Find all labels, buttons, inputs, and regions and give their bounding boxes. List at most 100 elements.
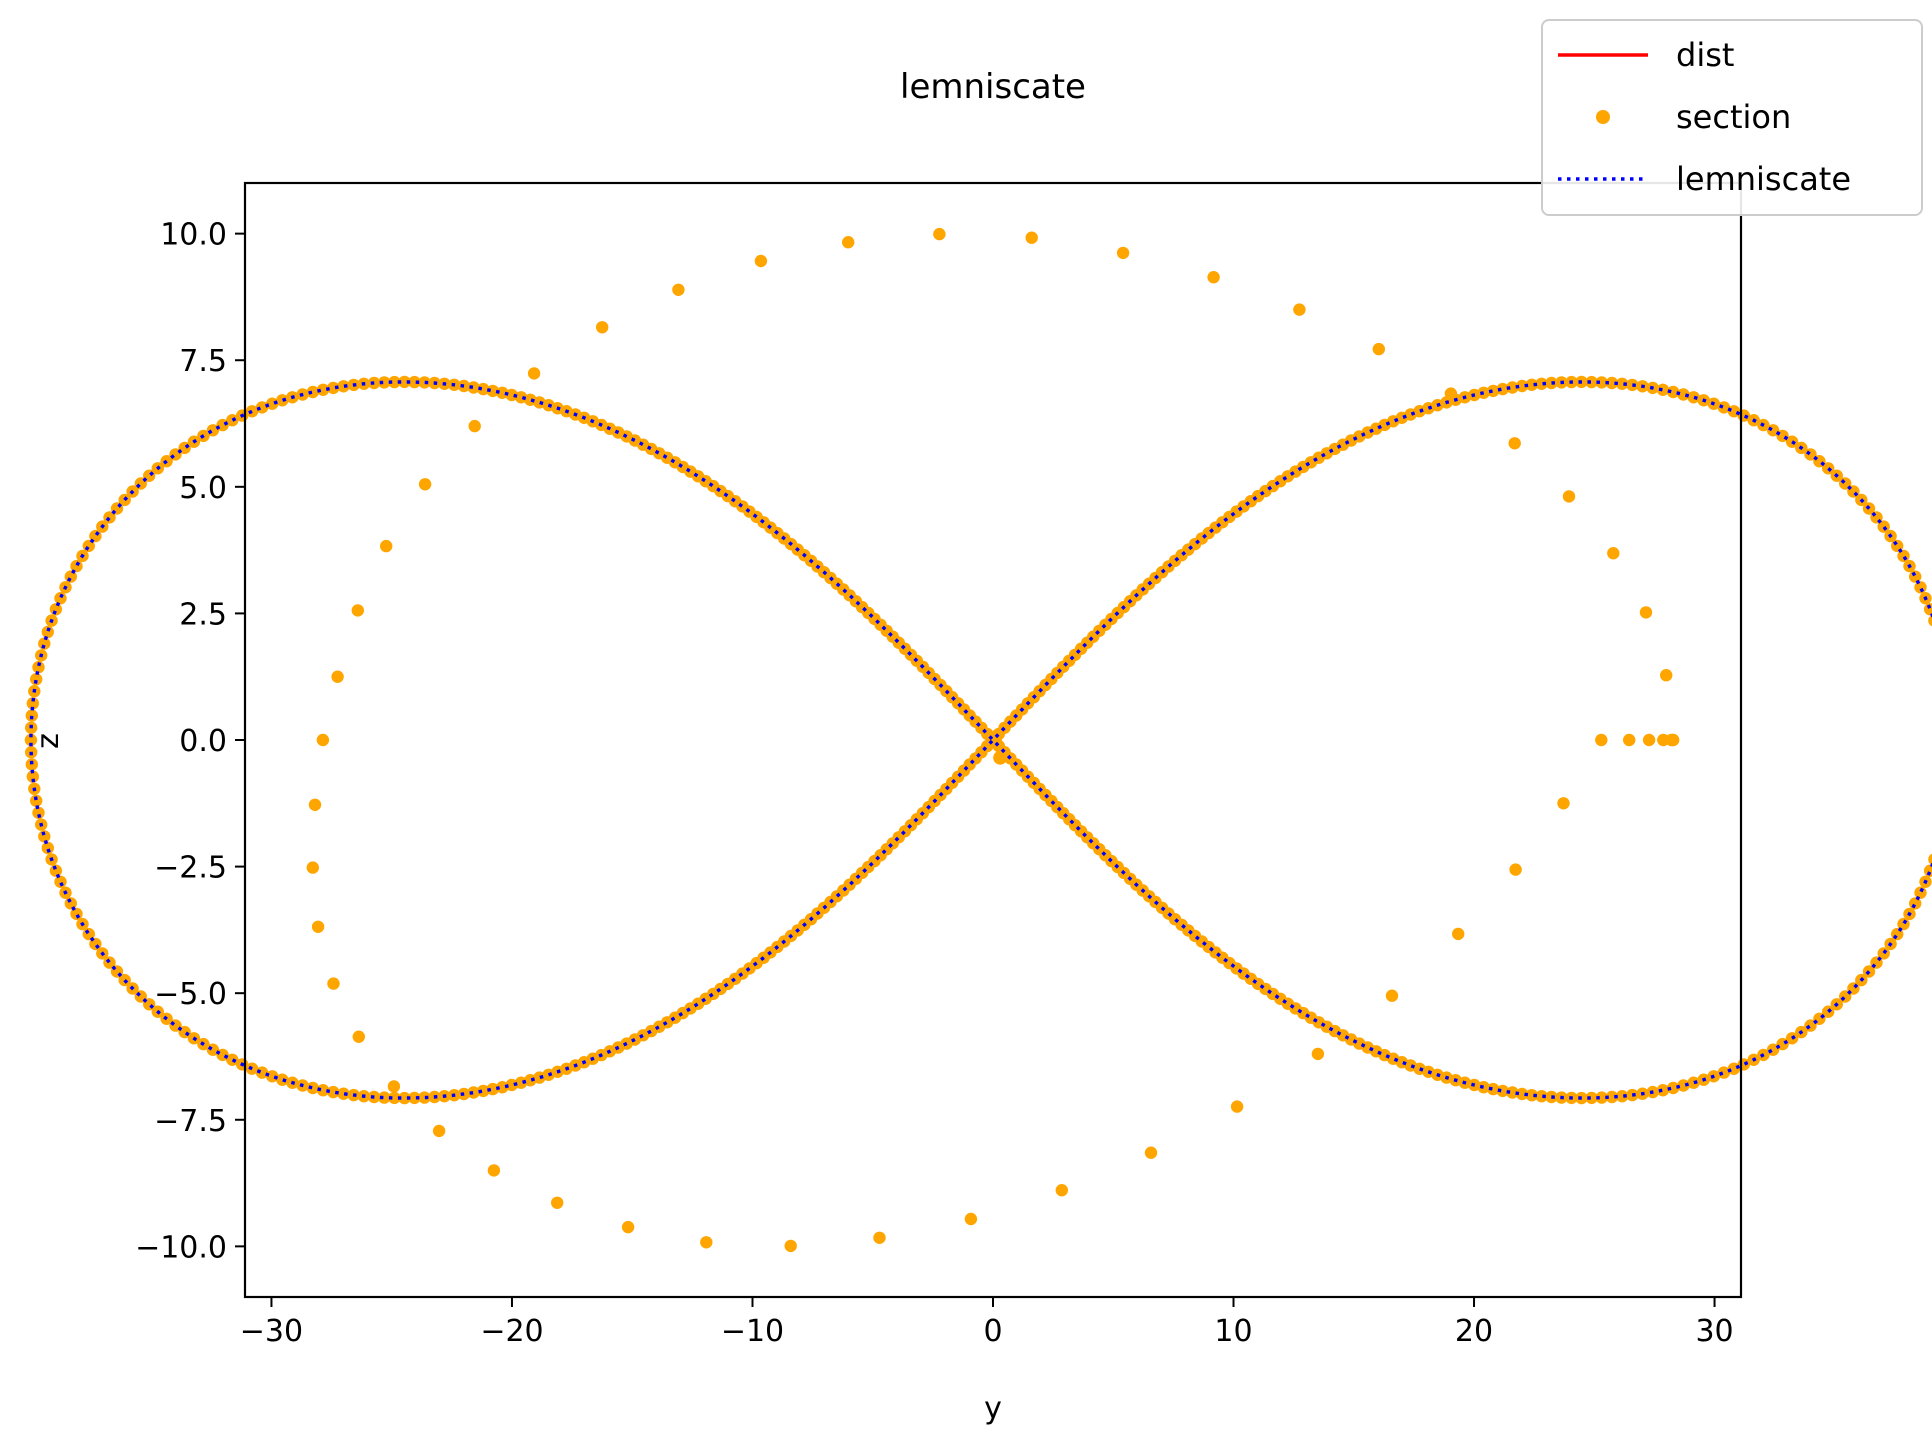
section-point xyxy=(1025,231,1038,244)
section-point xyxy=(621,1220,635,1234)
section-point xyxy=(432,1124,446,1138)
x-tick-label: 20 xyxy=(1455,1314,1493,1349)
section-point xyxy=(1656,383,1670,396)
section-point xyxy=(1595,733,1608,747)
section-point xyxy=(1605,1090,1619,1104)
x-tick-label: 30 xyxy=(1695,1314,1733,1349)
section-point xyxy=(1909,570,1922,583)
section-point xyxy=(418,1091,431,1104)
section-point xyxy=(1642,733,1656,747)
section-point xyxy=(1607,547,1620,560)
section-point xyxy=(255,401,269,414)
section-point xyxy=(467,381,480,394)
section-point xyxy=(754,254,768,268)
section-point xyxy=(1293,303,1306,316)
section-point xyxy=(1615,1090,1629,1103)
x-tick-label: −10 xyxy=(721,1314,784,1349)
section-point xyxy=(49,603,63,616)
section-point xyxy=(1785,435,1799,448)
section-point xyxy=(1677,388,1690,401)
section-point xyxy=(41,625,54,639)
section-point xyxy=(1656,1084,1670,1097)
section-point xyxy=(1665,733,1678,747)
section-point xyxy=(496,1081,509,1094)
section-point xyxy=(1623,733,1636,747)
section-point xyxy=(1487,384,1500,398)
section-point xyxy=(38,830,51,843)
section-point xyxy=(1914,886,1927,899)
section-point xyxy=(378,376,391,389)
section-point xyxy=(378,1091,391,1104)
section-point xyxy=(316,733,330,747)
section-point xyxy=(1385,989,1399,1002)
section-point xyxy=(226,1053,239,1067)
section-point xyxy=(1452,927,1465,941)
section-point xyxy=(1585,375,1598,389)
section-point xyxy=(1639,606,1653,619)
y-tick-label: 2.5 xyxy=(179,597,227,632)
section-point xyxy=(1535,1090,1548,1103)
section-point xyxy=(1509,863,1522,876)
section-point xyxy=(103,511,116,524)
section-point xyxy=(1687,1076,1700,1089)
section-point xyxy=(64,570,78,583)
section-point xyxy=(1615,377,1629,390)
section-point xyxy=(514,1076,528,1089)
section-point xyxy=(1877,520,1890,533)
section-point xyxy=(1535,377,1548,390)
section-point xyxy=(70,907,83,921)
section-point xyxy=(1487,1082,1500,1096)
y-tick-label: −2.5 xyxy=(154,851,227,886)
section-point xyxy=(1055,1184,1069,1197)
legend-label: dist xyxy=(1676,36,1734,74)
section-point xyxy=(1444,387,1458,400)
y-tick-label: 7.5 xyxy=(179,344,227,379)
section-point xyxy=(700,1236,713,1249)
section-point xyxy=(1660,669,1673,682)
y-axis-ticks: −10.0 −7.5 −5.0 −2.5 0.0 2.5 5.0 7.5 10.0 xyxy=(135,218,245,1265)
section-point xyxy=(1585,1091,1598,1105)
section-point xyxy=(398,375,411,389)
section-point xyxy=(49,864,63,877)
section-point xyxy=(1116,246,1130,260)
section-point xyxy=(418,478,432,491)
section-point xyxy=(1667,1081,1680,1095)
section-point xyxy=(327,1085,340,1099)
section-point xyxy=(1928,614,1932,627)
section-point xyxy=(1822,462,1835,475)
section-point xyxy=(266,1070,279,1083)
section-point xyxy=(337,380,350,393)
section-point xyxy=(1626,378,1639,392)
section-point xyxy=(331,670,344,683)
section-point xyxy=(1372,342,1386,356)
section-point xyxy=(468,419,481,433)
section-point xyxy=(1515,379,1529,393)
section-point xyxy=(311,920,325,933)
section-point xyxy=(351,604,364,617)
section-point xyxy=(596,321,609,334)
section-point xyxy=(487,1164,501,1177)
section-point xyxy=(32,661,45,674)
section-point xyxy=(408,1091,421,1105)
section-point xyxy=(276,394,289,407)
y-axis-label: z xyxy=(31,733,66,749)
y-tick-label: −5.0 xyxy=(154,977,227,1012)
y-tick-label: −7.5 xyxy=(154,1104,227,1139)
section-point xyxy=(41,841,54,855)
section-point xyxy=(1508,437,1521,450)
section-point xyxy=(1144,1146,1158,1159)
section-point xyxy=(408,375,421,389)
section-point xyxy=(1496,382,1509,396)
section-point xyxy=(388,375,401,389)
section-point xyxy=(1525,1089,1539,1102)
section-point xyxy=(784,1239,797,1253)
legend-frame xyxy=(1541,19,1923,216)
y-tick-label: 5.0 xyxy=(179,471,227,506)
section-point xyxy=(1515,1087,1529,1101)
section-point xyxy=(505,1078,518,1092)
section-point xyxy=(1595,376,1608,389)
section-point xyxy=(26,697,39,710)
section-point xyxy=(1909,897,1922,910)
x-tick-label: 0 xyxy=(983,1314,1002,1349)
